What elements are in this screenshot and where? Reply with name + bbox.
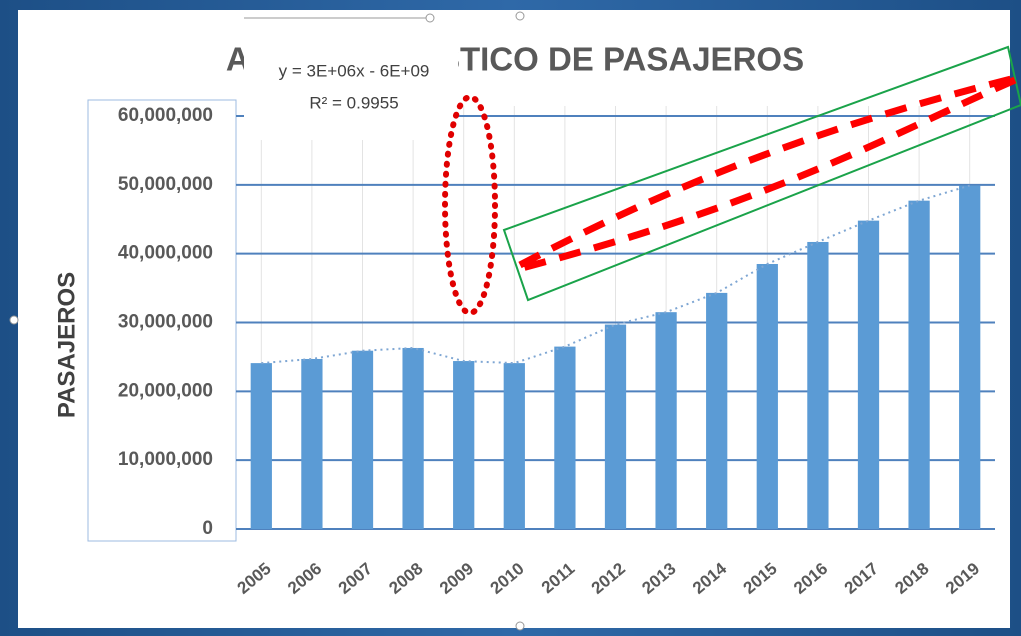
y-tick-label: 20,000,000 (118, 380, 213, 401)
bar (402, 347, 424, 529)
y-tick-label: 50,000,000 (118, 174, 213, 195)
handle (515, 621, 525, 631)
trendline-equation: y = 3E+06x - 6E+09 (279, 61, 430, 80)
bar (959, 185, 981, 529)
bar (756, 263, 778, 529)
bar (453, 361, 475, 529)
handle (425, 13, 435, 23)
bar (706, 292, 728, 529)
annotation-dashed (518, 74, 1017, 272)
y-axis-title: PASAJEROS (53, 272, 80, 418)
handle (515, 11, 525, 21)
annotation-box (502, 45, 1021, 302)
plot: 0 10,000,000 20,000,000 30,000,000 40,000,00… (118, 105, 995, 598)
handle (9, 315, 19, 325)
bar (655, 312, 677, 529)
trendline-r2: R² = 0.9955 (309, 93, 398, 112)
y-tick-label: 0 (202, 518, 213, 539)
bar (250, 363, 272, 529)
bar (554, 346, 576, 529)
y-tick-label: 40,000,000 (118, 243, 213, 264)
bar (908, 200, 930, 530)
bar (807, 241, 829, 529)
bar (301, 358, 323, 529)
selection-box (87, 99, 237, 542)
bar (503, 363, 525, 529)
y-tick-label: 10,000,000 (118, 449, 213, 470)
bar (604, 324, 627, 529)
y-tick-label: 60,000,000 (118, 105, 213, 126)
bar (857, 220, 880, 530)
y-tick-label: 30,000,000 (118, 312, 213, 333)
annotation-ellipse (442, 94, 498, 316)
trendline-label-box (244, 18, 458, 140)
bar (351, 350, 374, 529)
